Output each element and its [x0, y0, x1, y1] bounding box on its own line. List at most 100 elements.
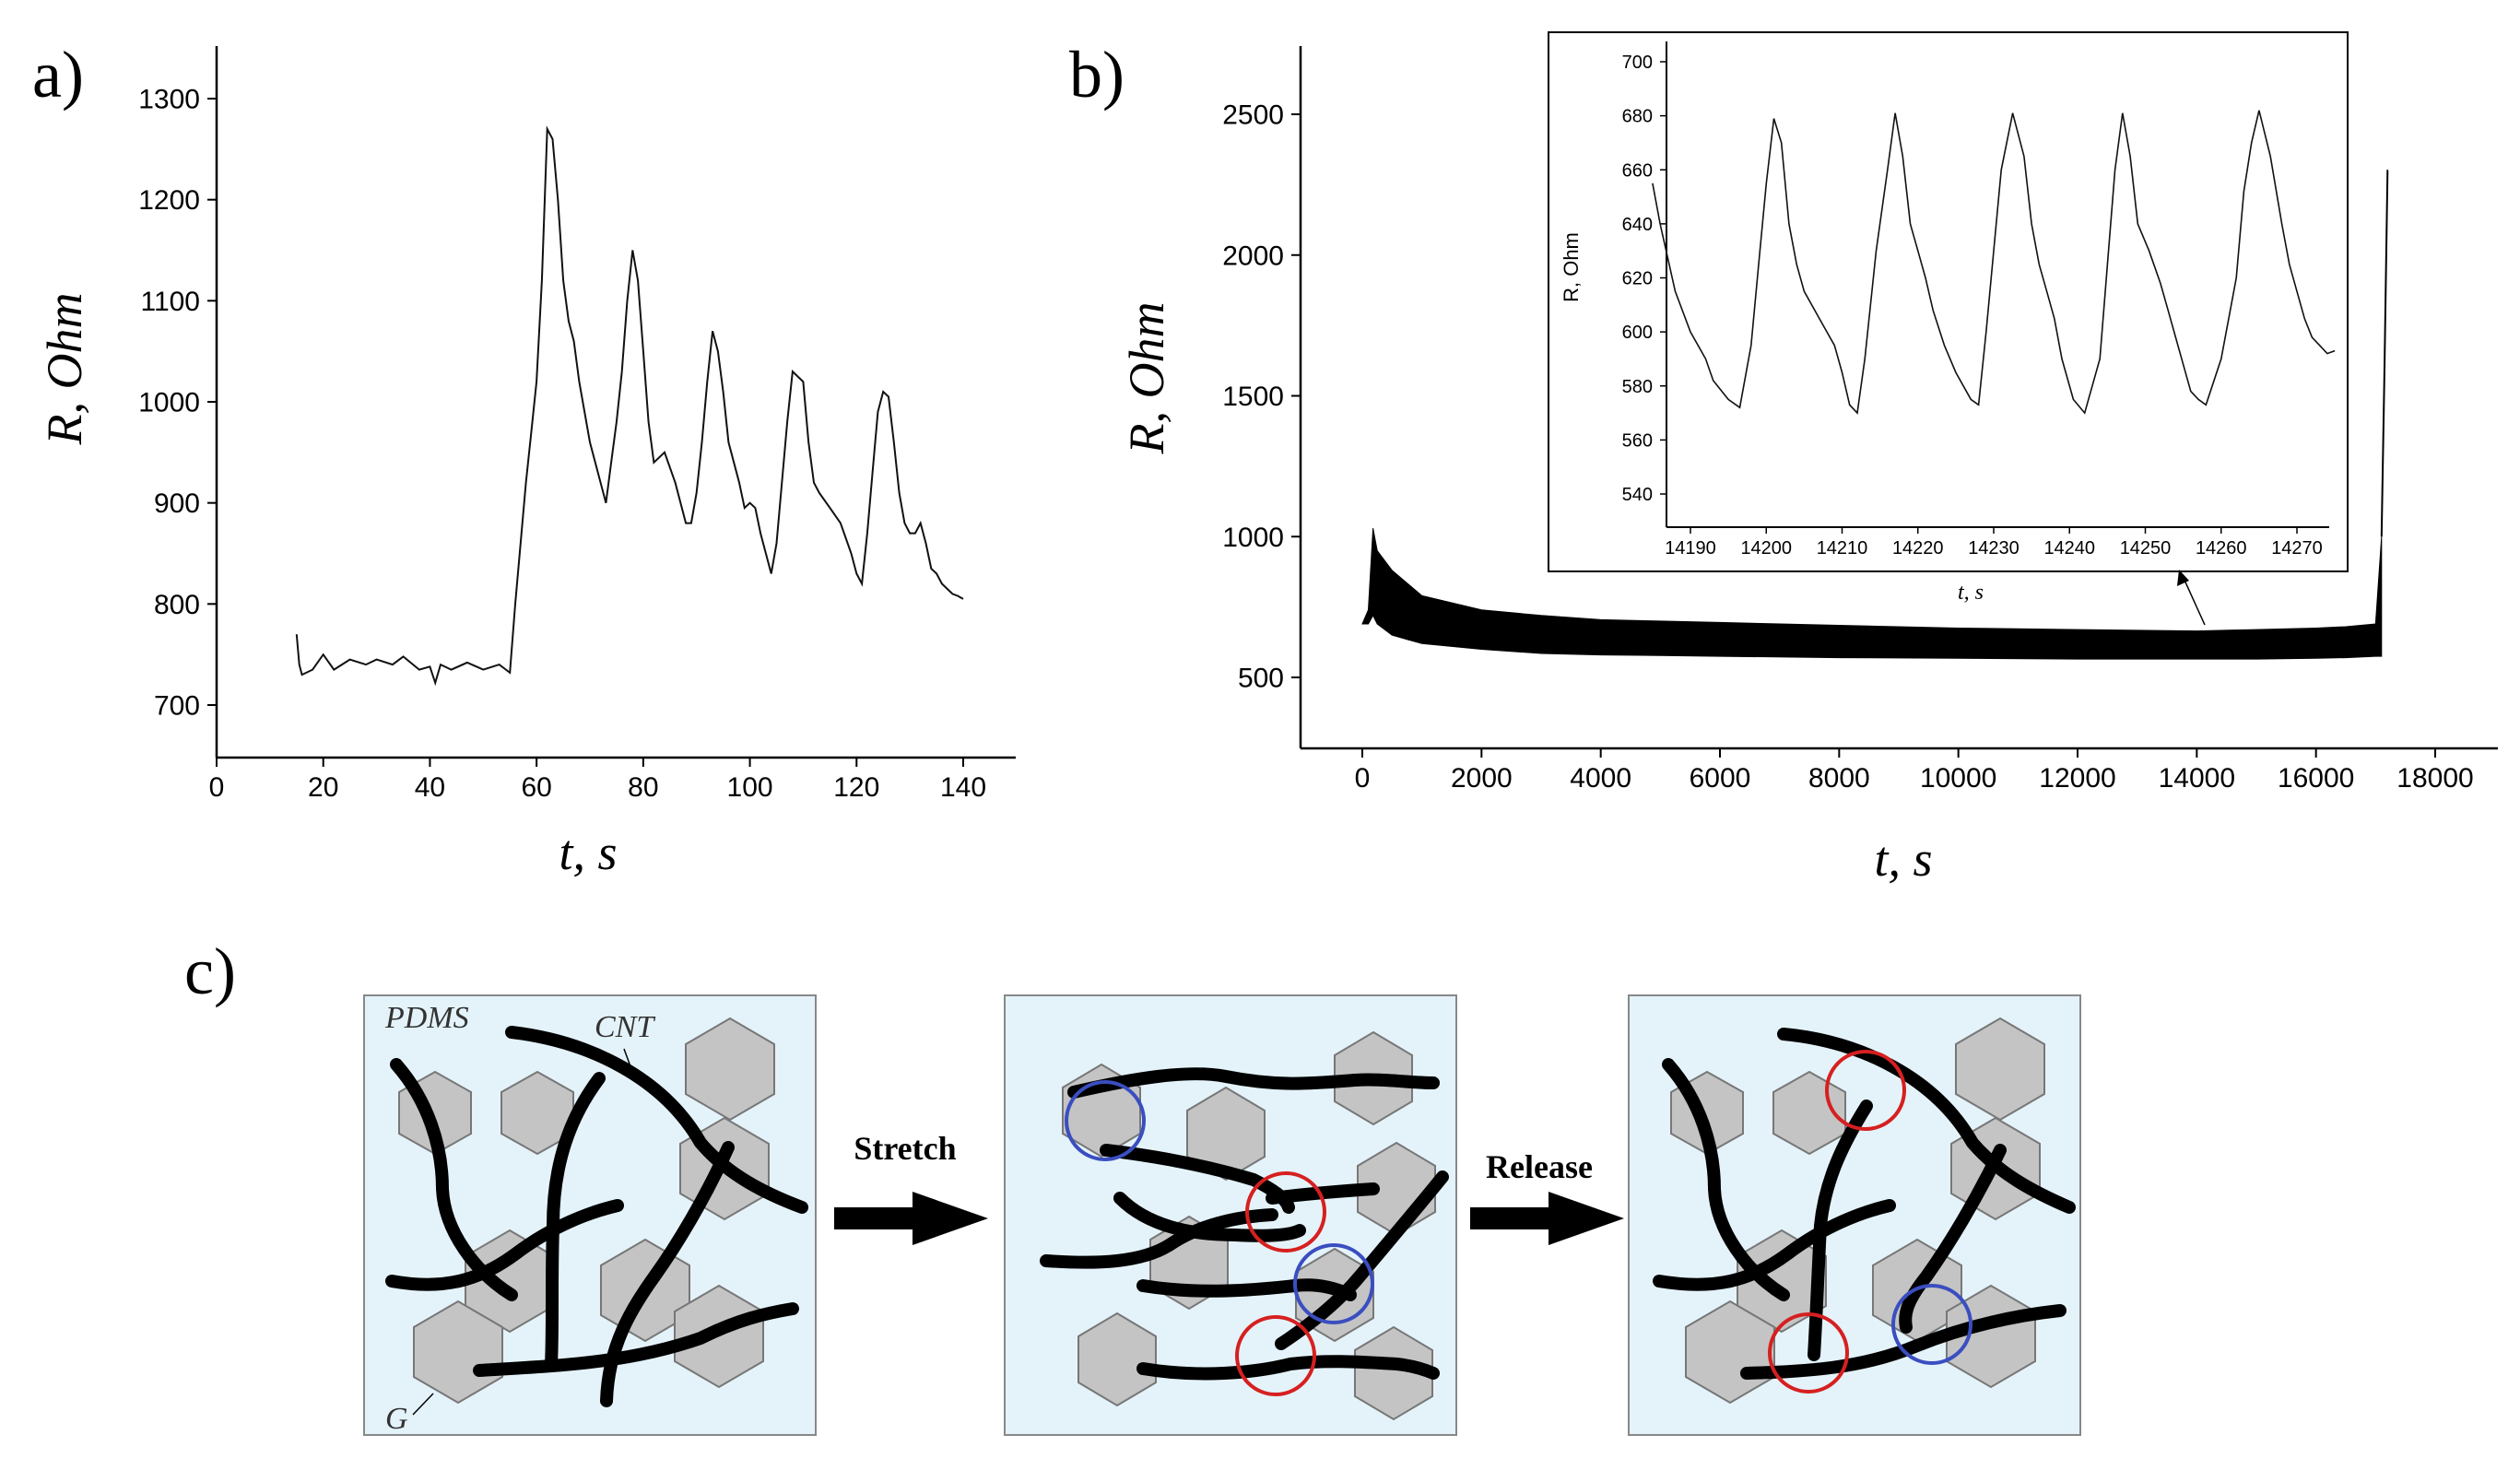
inset-series-line: [1652, 110, 2336, 415]
x-tick-label: 140: [940, 772, 986, 803]
chart-a-ylabel: R, Ohm: [37, 293, 92, 446]
carbon-nanotube: [1653, 1199, 1896, 1291]
carbon-nanotube: [385, 1199, 624, 1291]
carbon-nanotube: [473, 1302, 799, 1377]
chart-b-x-ticks: 0 2000 4000 6000 8000 10000 12000 14000 16000 180…: [1355, 748, 2474, 794]
red-circle-marker: [1825, 1050, 1906, 1131]
carbon-nanotube: [1266, 1182, 1380, 1205]
graphene-flake: [1186, 1086, 1266, 1182]
x-tick-label: 12000: [2039, 763, 2115, 794]
chart-a-y-ticks: 700 800 900 1000 1100 1200 1300: [138, 85, 217, 722]
x-tick-label: 14260: [2196, 538, 2247, 559]
x-tick-label: 14000: [2159, 763, 2235, 794]
x-tick-label: 6000: [1690, 763, 1751, 794]
carbon-nanotube: [1067, 1067, 1440, 1099]
chart-b-axes: [1299, 46, 2498, 750]
x-tick-label: 18000: [2396, 763, 2473, 794]
chart-a-xlabel: t, s: [559, 825, 617, 880]
carbon-nanotube: [1899, 1144, 2007, 1334]
x-tick-label: 120: [833, 772, 879, 803]
panel-label-a: a): [32, 38, 84, 112]
y-tick-label: 640: [1622, 215, 1653, 235]
chart-b-oscillation-band: [1361, 528, 2383, 660]
x-tick-label: 100: [727, 772, 773, 803]
y-tick-label: 700: [154, 691, 200, 722]
chart-b-inset: 14190 14200 14210 14220 14230 14240 14250 14260…: [1548, 31, 2349, 605]
panel-b: b) 0 2000 4000 6000 8000 10000 12000 14000 16000…: [1069, 31, 2498, 887]
cnt-leader-line: [623, 1048, 635, 1077]
x-tick-label: 20: [308, 772, 338, 803]
chart-b-xlabel: t, s: [1874, 831, 1932, 887]
contact-markers-3: [1768, 1050, 1972, 1394]
blue-circle-marker: [1891, 1284, 1972, 1365]
x-tick-label: 4000: [1570, 763, 1631, 794]
red-circle-marker: [1245, 1171, 1326, 1252]
carbon-nanotube: [1113, 1192, 1306, 1242]
blue-circle-marker: [1065, 1080, 1146, 1161]
y-tick-label: 2000: [1222, 241, 1284, 271]
chart-a-axes: [215, 46, 1016, 759]
carbon-nanotube: [505, 1026, 808, 1214]
y-tick-label: 1300: [138, 85, 200, 115]
panel-c: c) PDMS: [184, 935, 2081, 1436]
x-tick-label: 14210: [1817, 538, 1868, 559]
chart-a-series-line: [295, 125, 964, 687]
schematic-released-state: [1628, 994, 2081, 1436]
panel-label-b: b): [1069, 38, 1125, 112]
y-tick-label: 1000: [1222, 523, 1284, 553]
x-tick-label: 14240: [2043, 538, 2095, 559]
y-tick-label: 580: [1622, 377, 1653, 397]
carbon-nanotube: [1136, 1278, 1357, 1301]
stretch-arrow: Stretch: [834, 1130, 988, 1245]
y-tick-label: 680: [1622, 107, 1653, 127]
y-tick-label: 1100: [140, 287, 200, 317]
x-tick-label: 80: [628, 772, 658, 803]
schematic-stretched-state: [1004, 994, 1457, 1436]
inset-ylabel: R, Ohm: [1560, 232, 1583, 302]
blue-circle-marker: [1293, 1243, 1374, 1324]
release-arrow: Release: [1470, 1148, 1624, 1245]
chart-a-x-ticks: 0 20 40 60 80 100 120 140: [209, 758, 986, 803]
panel-label-c: c): [184, 935, 236, 1008]
x-tick-label: 14220: [1892, 538, 1944, 559]
chart-b-ylabel: R, Ohm: [1119, 302, 1174, 455]
graphene-flake: [500, 1070, 574, 1156]
y-tick-label: 2500: [1222, 100, 1284, 131]
y-tick-label: 540: [1622, 485, 1653, 505]
y-tick-label: 800: [154, 590, 200, 620]
g-label: G: [385, 1402, 408, 1436]
x-tick-label: 14270: [2271, 538, 2323, 559]
cnt-network-1: [385, 1026, 808, 1407]
x-tick-label: 14230: [1968, 538, 2020, 559]
carbon-nanotube: [1275, 1170, 1449, 1350]
arrow-right-icon: [834, 1192, 988, 1245]
x-tick-label: 10000: [1920, 763, 1996, 794]
carbon-nanotube: [1740, 1304, 2067, 1380]
y-tick-label: 560: [1622, 430, 1653, 451]
x-tick-label: 0: [209, 772, 225, 803]
x-tick-label: 40: [415, 772, 445, 803]
carbon-nanotube: [1040, 1208, 1278, 1269]
chart-b-y-ticks: 500 1000 1500 2000 2500: [1222, 100, 1301, 694]
y-tick-label: 700: [1622, 53, 1653, 73]
x-tick-label: 14250: [2120, 538, 2172, 559]
carbon-nanotube: [1777, 1028, 2076, 1214]
x-tick-label: 8000: [1808, 763, 1870, 794]
inset-pointer-arrow: [2177, 570, 2206, 626]
panel-a: a) 0 20 40 60 80 100 120 140 700 800 900 1000 1100 1…: [32, 38, 1016, 880]
x-tick-label: 16000: [2278, 763, 2354, 794]
x-tick-label: 2000: [1451, 763, 1513, 794]
graphene-flake: [685, 1017, 775, 1122]
y-tick-label: 1500: [1222, 382, 1284, 412]
inset-y-ticks: 540 560 580 600 620 640 660 680 700: [1622, 53, 1666, 505]
y-tick-label: 500: [1238, 664, 1284, 694]
y-tick-label: 620: [1622, 269, 1653, 289]
cnt-network-2: [1040, 1067, 1449, 1381]
y-tick-label: 1200: [138, 185, 200, 216]
stretch-label: Stretch: [854, 1130, 956, 1167]
chart-b-final-spike: [2380, 170, 2389, 537]
x-tick-label: 60: [521, 772, 551, 803]
x-tick-label: 0: [1355, 763, 1371, 794]
graphene-flake: [413, 1299, 503, 1405]
